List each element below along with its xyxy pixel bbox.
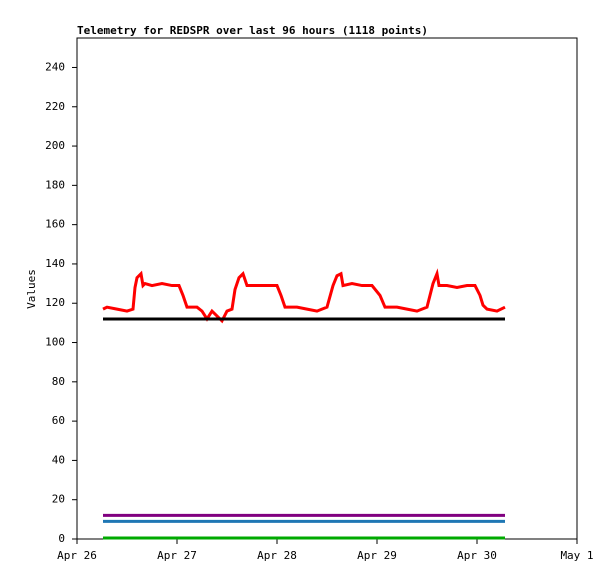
y-tick-label: 200 [45, 139, 65, 152]
y-tick-label: 140 [45, 257, 65, 270]
x-tick-label: Apr 30 [457, 549, 497, 562]
y-tick-label: 120 [45, 296, 65, 309]
y-tick-label: 40 [52, 453, 65, 466]
plot-frame [76, 37, 578, 540]
y-tick-label: 180 [45, 178, 65, 191]
y-tick-label: 60 [52, 414, 65, 427]
y-tick-label: 160 [45, 218, 65, 231]
x-tick-label: Apr 29 [357, 549, 397, 562]
x-tick-label: May 1 [560, 549, 593, 562]
x-tick-label: Apr 27 [157, 549, 197, 562]
y-tick-label: 20 [52, 493, 65, 506]
y-tick-label: 240 [45, 60, 65, 73]
y-tick-label: 80 [52, 375, 65, 388]
y-axis-label: Values [25, 269, 38, 309]
y-tick-label: 0 [58, 532, 65, 545]
x-tick-label: Apr 28 [257, 549, 297, 562]
y-tick-label: 100 [45, 336, 65, 349]
x-tick-label: Apr 26 [57, 549, 97, 562]
y-tick-label: 220 [45, 100, 65, 113]
chart-title: Telemetry for REDSPR over last 96 hours … [77, 24, 428, 37]
series-line [102, 268, 506, 324]
